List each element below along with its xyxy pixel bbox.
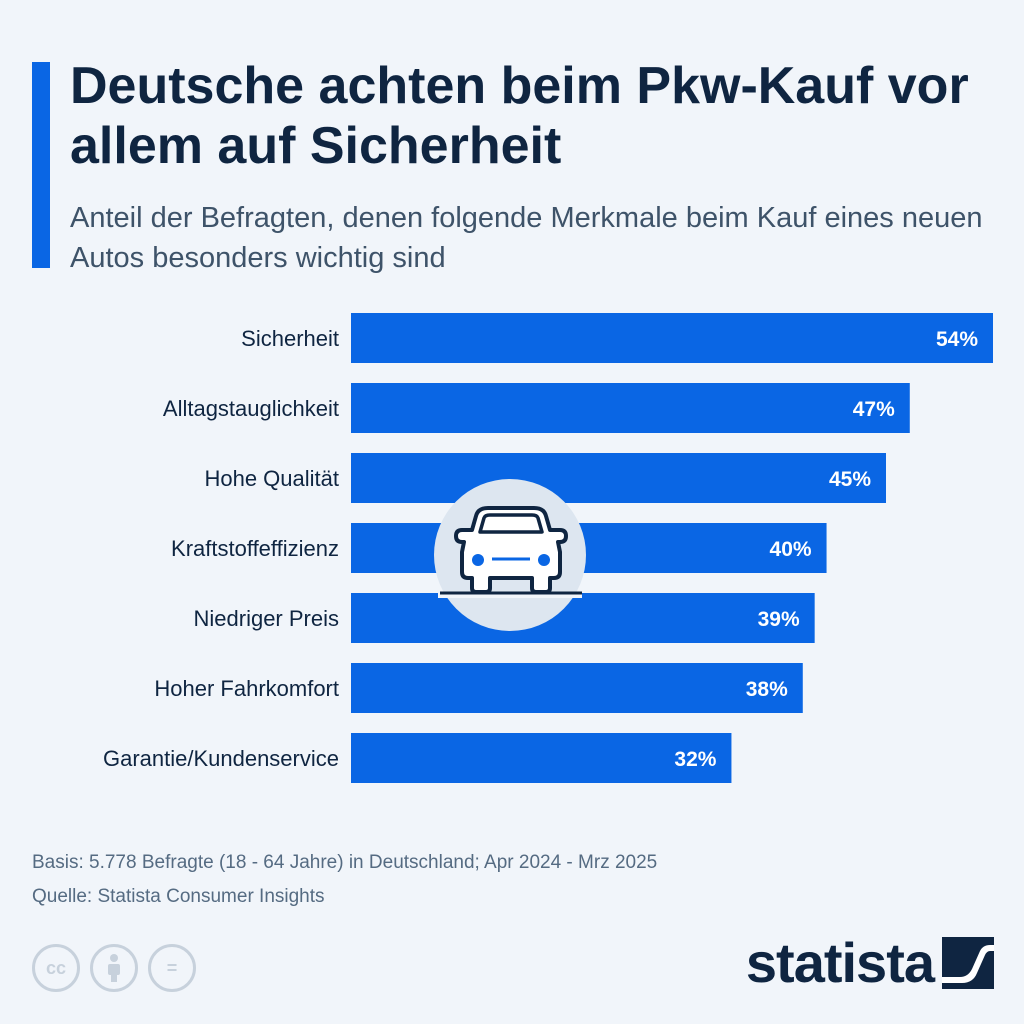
category-label-6: Garantie/Kundenservice — [103, 746, 339, 771]
basis-note: Basis: 5.778 Befragte (18 - 64 Jahre) in… — [32, 852, 658, 873]
category-label-3: Kraftstoffeffizienz — [171, 536, 339, 561]
bar-3 — [351, 523, 827, 573]
cc-icon[interactable]: cc — [32, 944, 80, 992]
license-icons: cc = — [32, 944, 196, 992]
statista-wordmark: statista — [745, 931, 935, 994]
value-label-6: 32% — [674, 748, 716, 771]
title-accent-bar — [32, 62, 50, 268]
bar-0 — [351, 313, 993, 363]
bar-chart: Sicherheit 54% Alltagstauglichkeit 47% Hohe … — [103, 313, 993, 783]
bar-6 — [351, 733, 732, 783]
category-label-1: Alltagstauglichkeit — [163, 396, 339, 421]
chart-title: Deutsche achten beim Pkw-Kauf vor allem … — [70, 57, 969, 175]
value-label-5: 38% — [746, 678, 788, 701]
category-label-0: Sicherheit — [241, 326, 339, 351]
category-label-2: Hohe Qualität — [204, 466, 339, 491]
no-derivatives-icon[interactable]: = — [148, 944, 196, 992]
bars-layer: Sicherheit 54% Alltagstauglichkeit 47% Hohe … — [103, 313, 993, 783]
bar-1 — [351, 383, 910, 433]
category-label-5: Hoher Fahrkomfort — [154, 676, 339, 701]
value-label-4: 39% — [758, 608, 800, 631]
value-label-0: 54% — [936, 328, 978, 351]
car-icon-cutout — [438, 592, 582, 598]
source-note: Quelle: Statista Consumer Insights — [32, 886, 325, 907]
car-icon — [434, 479, 586, 631]
value-label-2: 45% — [829, 468, 871, 491]
bar-2 — [351, 453, 886, 503]
chart-subtitle: Anteil der Befragten, denen folgende Mer… — [70, 202, 983, 274]
value-label-1: 47% — [853, 398, 895, 421]
attribution-icon[interactable] — [90, 944, 138, 992]
category-label-4: Niedriger Preis — [194, 606, 340, 631]
statista-logo[interactable]: statista — [746, 935, 994, 991]
statista-logo-icon — [942, 937, 994, 989]
bar-5 — [351, 663, 803, 713]
value-label-3: 40% — [770, 538, 812, 561]
bar-4 — [351, 593, 815, 643]
